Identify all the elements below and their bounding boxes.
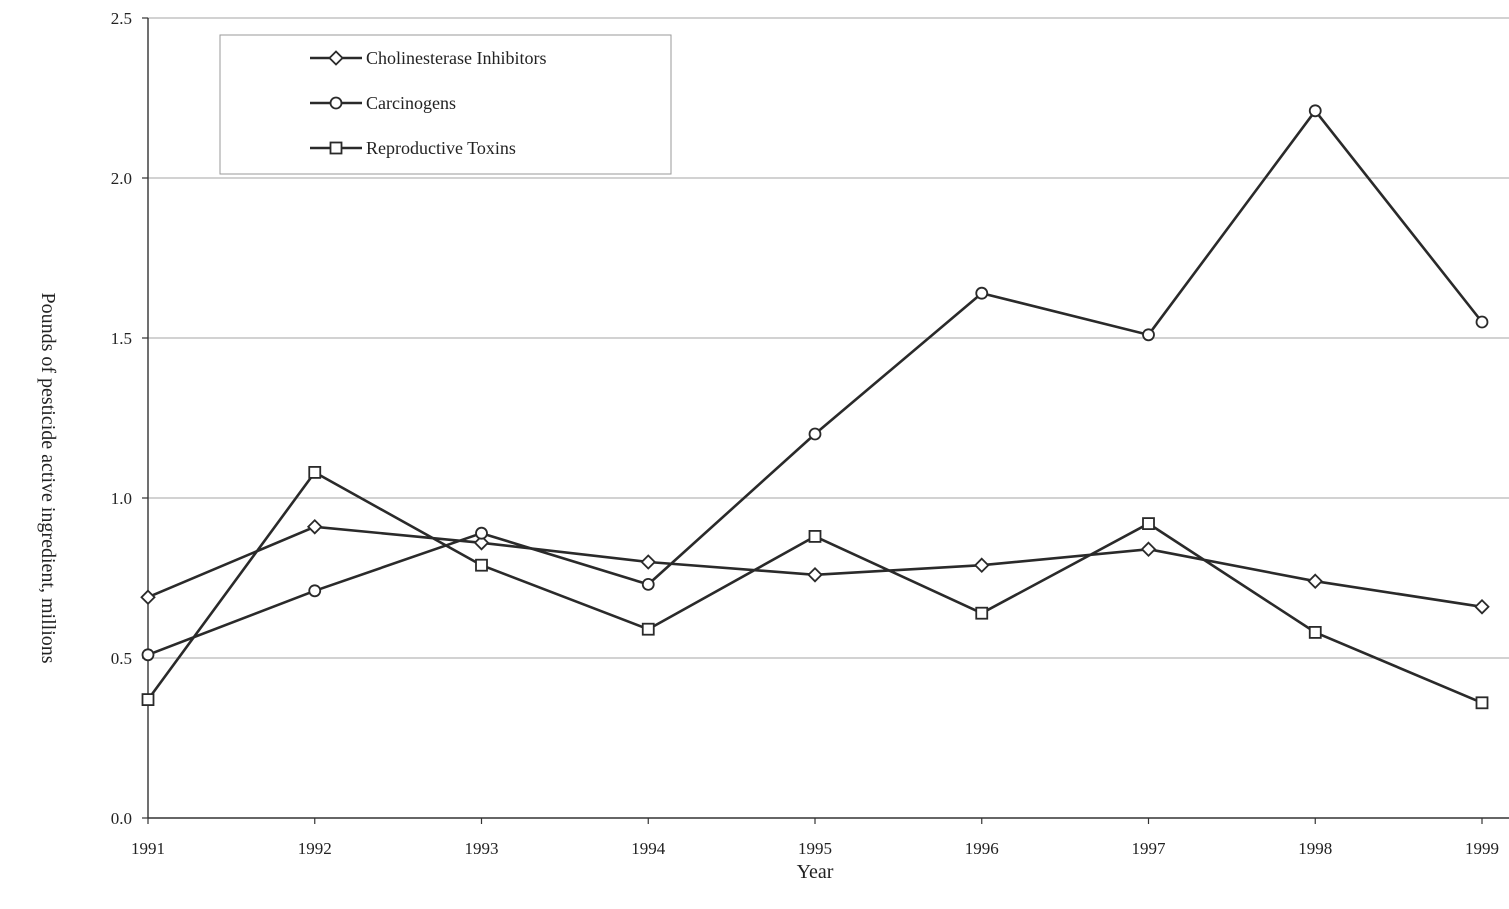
data-point-circle bbox=[308, 584, 322, 598]
data-point-circle bbox=[975, 286, 989, 300]
data-point-square bbox=[1475, 696, 1489, 710]
data-point-square bbox=[641, 622, 655, 636]
y-axis-title: Pounds of pesticide active ingredient, m… bbox=[37, 292, 59, 663]
x-tick-label: 1997 bbox=[1132, 839, 1167, 858]
data-point-square bbox=[808, 530, 822, 543]
x-tick-labels: 1991 1992 1993 1994 1995 1996 1997 1998 1999 bbox=[131, 839, 1499, 858]
data-point-circle bbox=[641, 578, 655, 591]
legend-item: Cholinesterase Inhibitors bbox=[310, 48, 546, 68]
data-point-square bbox=[1308, 626, 1322, 639]
data-point-circle bbox=[1142, 328, 1155, 342]
data-point-diamond bbox=[140, 589, 156, 605]
legend-item: Carcinogens bbox=[310, 93, 456, 113]
data-point-square bbox=[141, 693, 155, 706]
axes bbox=[142, 17, 1509, 824]
legend-box bbox=[219, 34, 672, 175]
data-point-square bbox=[1142, 517, 1155, 530]
y-tick-label: 0.0 bbox=[111, 809, 132, 828]
x-tick-label: 1991 bbox=[131, 839, 165, 858]
x-tick-label: 1993 bbox=[465, 839, 499, 858]
x-axis-title: Year bbox=[797, 861, 834, 883]
data-point-diamond bbox=[640, 554, 657, 570]
data-point-square bbox=[975, 606, 989, 620]
x-tick-label: 1995 bbox=[798, 839, 832, 858]
x-tick-label: 1994 bbox=[631, 839, 666, 858]
data-point-diamond bbox=[306, 519, 323, 535]
data-point-circle bbox=[141, 648, 155, 662]
legend-marker-square bbox=[329, 141, 343, 155]
y-tick-labels: 0.0 0.5 1.0 1.5 2.0 2.5 bbox=[111, 9, 132, 828]
legend-marker-diamond bbox=[328, 50, 344, 66]
data-point-circle bbox=[808, 427, 822, 441]
data-point-circle bbox=[475, 526, 488, 540]
data-point-diamond bbox=[1140, 541, 1157, 557]
series-lines bbox=[140, 104, 1490, 710]
y-tick-label: 2.5 bbox=[111, 9, 132, 28]
series-square bbox=[141, 465, 1489, 710]
legend: Cholinesterase Inhibitors Carcinogens Repr… bbox=[219, 34, 672, 175]
y-tick-label: 1.0 bbox=[111, 489, 132, 508]
grid-lines bbox=[148, 17, 1509, 659]
series-diamond bbox=[140, 519, 1490, 615]
x-tick-label: 1998 bbox=[1298, 839, 1332, 858]
data-point-diamond bbox=[1474, 599, 1490, 615]
series-circle bbox=[141, 104, 1489, 662]
y-tick-label: 2.0 bbox=[111, 169, 132, 188]
series-line bbox=[146, 471, 1483, 704]
data-point-circle bbox=[1308, 104, 1322, 118]
legend-label: Carcinogens bbox=[366, 93, 456, 113]
data-point-square bbox=[308, 465, 322, 479]
legend-label: Cholinesterase Inhibitors bbox=[366, 48, 546, 68]
data-point-square bbox=[475, 558, 488, 572]
data-point-circle bbox=[1475, 315, 1489, 329]
x-tick-label: 1992 bbox=[298, 839, 332, 858]
data-point-diamond bbox=[473, 535, 490, 551]
legend-marker-circle bbox=[329, 96, 343, 110]
x-tick-label: 1996 bbox=[965, 839, 999, 858]
legend-label: Reproductive Toxins bbox=[366, 138, 516, 158]
legend-item: Reproductive Toxins bbox=[310, 138, 516, 158]
x-tick-label: 1999 bbox=[1465, 839, 1499, 858]
data-point-diamond bbox=[807, 567, 823, 583]
data-point-diamond bbox=[973, 557, 990, 573]
y-tick-label: 0.5 bbox=[111, 649, 132, 668]
data-point-diamond bbox=[1307, 573, 1324, 589]
y-tick-label: 1.5 bbox=[111, 329, 132, 348]
